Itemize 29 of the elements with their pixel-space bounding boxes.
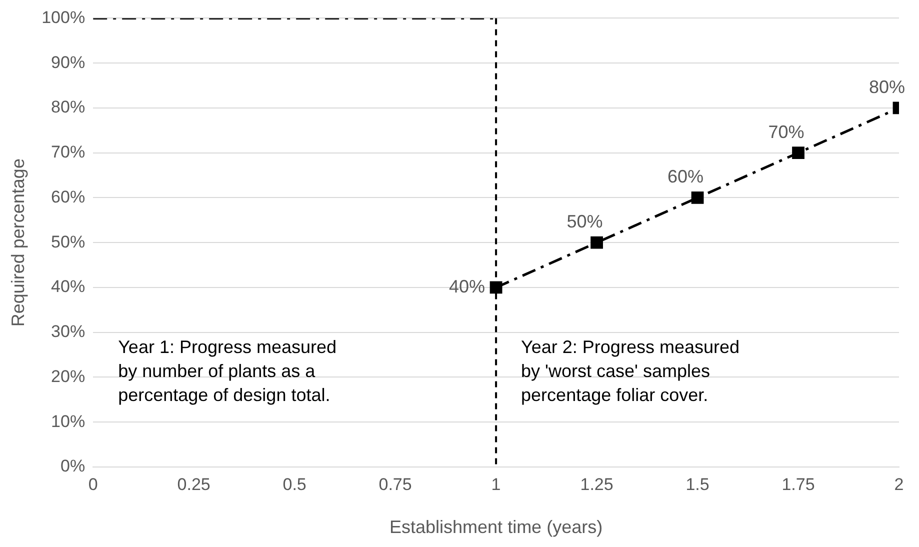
annotation: Year 1: Progress measured by number of plants as a percentage of design total. xyxy=(118,337,337,406)
y-tick-label: 80% xyxy=(51,98,86,117)
data-label: 50% xyxy=(566,212,603,232)
y-tick-label: 30% xyxy=(51,322,86,342)
x-tick-label: 0 xyxy=(88,474,98,494)
x-tick-label: 1.25 xyxy=(580,474,614,494)
data-label: 70% xyxy=(768,122,804,142)
y-tick-label: 90% xyxy=(51,52,86,72)
y-tick-label: 20% xyxy=(51,366,86,386)
y-tick-label: 70% xyxy=(51,142,86,162)
x-axis-title: Establishment time (years) xyxy=(390,517,603,538)
y-tick-label: 10% xyxy=(51,412,86,431)
data-label: 40% xyxy=(449,276,486,296)
data-label: 60% xyxy=(668,166,704,187)
y-tick-label: 0% xyxy=(60,456,86,476)
x-tick-label: 0.25 xyxy=(177,474,210,494)
x-tick-label: 2 xyxy=(894,474,904,494)
y-axis-title: Required percentage xyxy=(8,158,28,327)
x-tick-label: 1 xyxy=(491,474,501,494)
x-tick-label: 1.75 xyxy=(782,474,815,494)
y-tick-label: 40% xyxy=(51,277,86,296)
y-tick-label: 100% xyxy=(42,8,86,27)
x-tick-label: 1.5 xyxy=(686,474,710,494)
x-tick-label: 0.75 xyxy=(378,474,412,494)
annotation: Year 2: Progress measured by 'worst case' samples percentage foliar cover. xyxy=(521,337,740,406)
data-label: 80% xyxy=(868,76,906,97)
y-tick-label: 50% xyxy=(51,232,86,252)
x-tick-label: 0.5 xyxy=(282,474,306,494)
y-tick-label: 60% xyxy=(51,187,86,206)
